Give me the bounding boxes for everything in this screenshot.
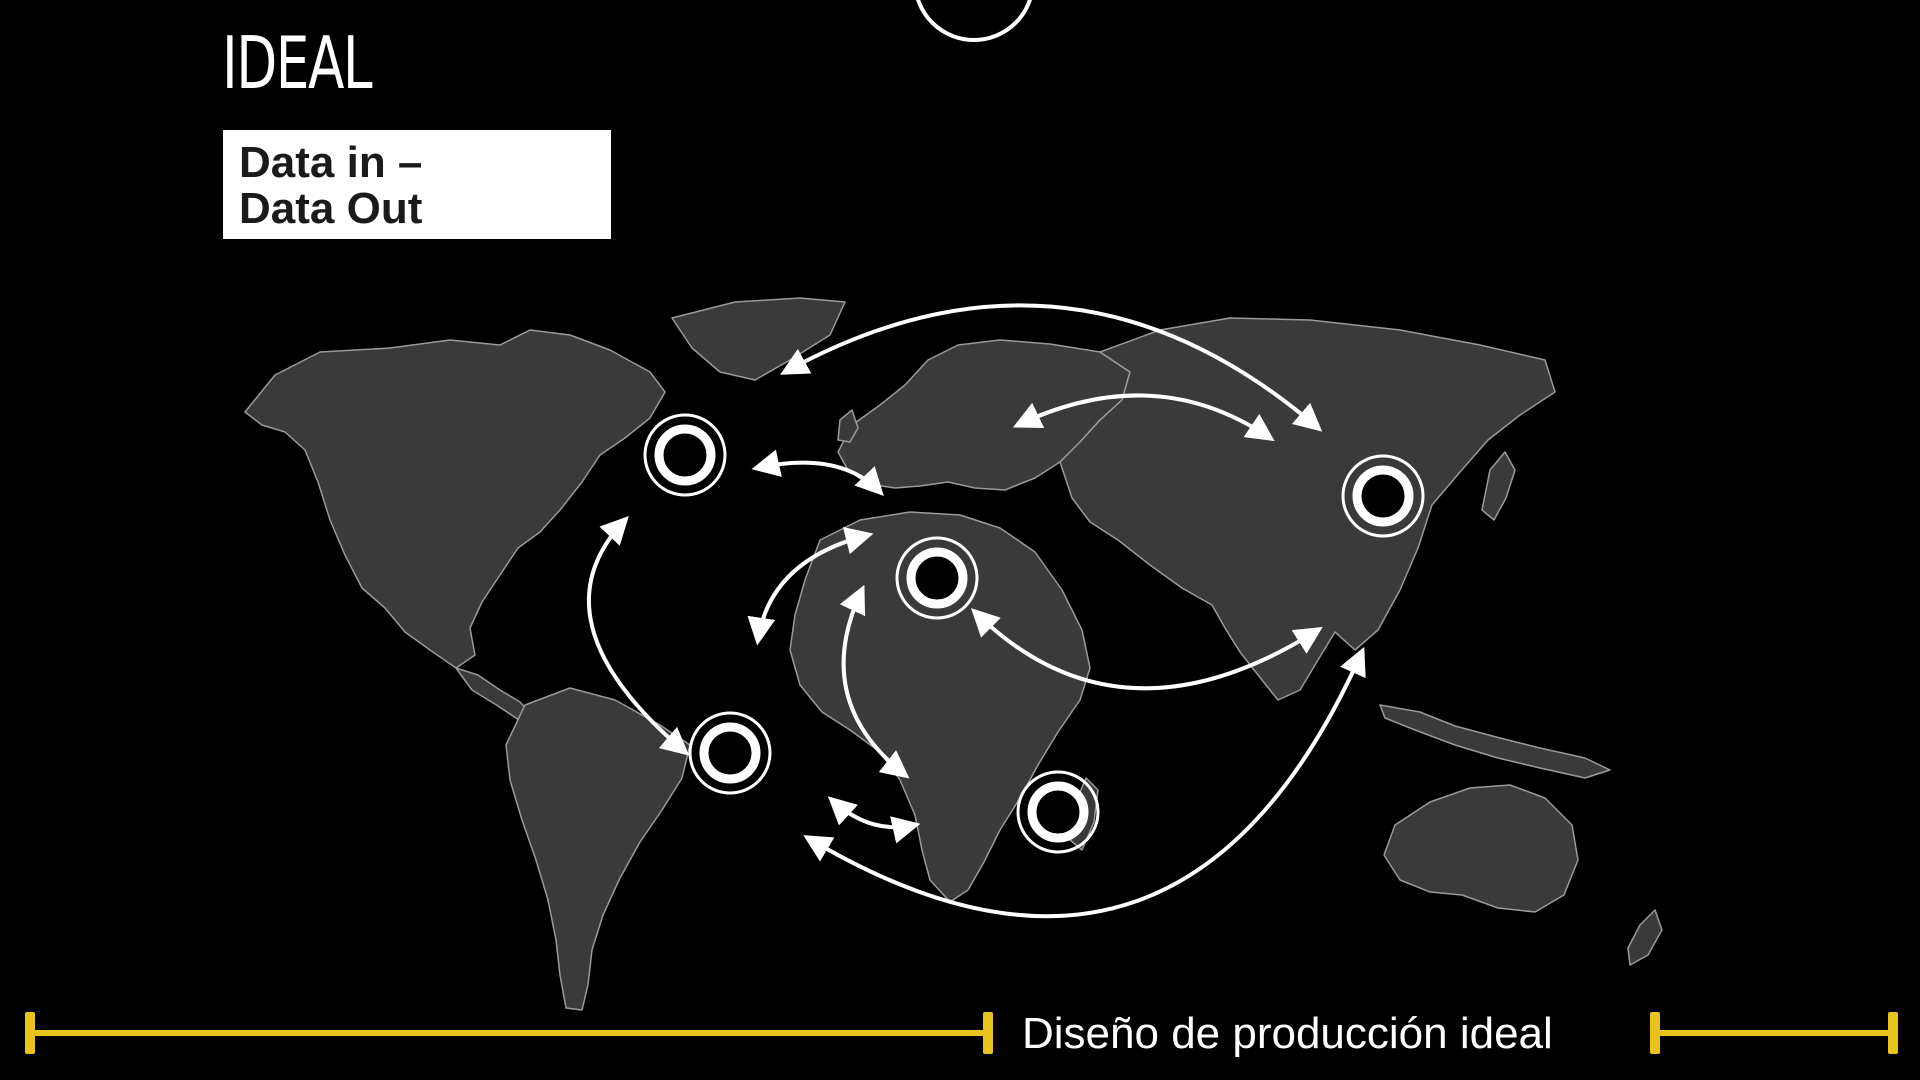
arrow-northamerica-southamerica [586, 515, 690, 756]
indonesia-islands [1379, 704, 1611, 779]
arrow-europe-eastasia-arc [780, 303, 1323, 432]
hubs [643, 413, 1425, 854]
hub-north-africa-ring-hub-icon [895, 536, 979, 620]
hub-east-asia-ring-hub-icon [1341, 454, 1425, 538]
left-rule [25, 1030, 993, 1036]
arrow-southatlantic-short [827, 796, 921, 844]
hub-southern-africa-ring-hub-icon [1016, 770, 1100, 854]
greenland-landmass [671, 297, 846, 381]
hub-south-america-ring-hub-icon [688, 711, 772, 795]
badge-line-1: Data in – [239, 138, 423, 187]
japan-islands [1481, 451, 1516, 521]
arrow-northamerica-europe [751, 449, 884, 497]
arrow-southatlantic-eastasia-arc [803, 646, 1366, 919]
left-rule-end-cap [983, 1012, 993, 1054]
south-america-landmass [505, 687, 691, 1011]
arrow-europe-asia [1012, 393, 1275, 442]
slide-title: IDEAL [222, 21, 373, 105]
data-in-data-out-badge: Data in – Data Out [223, 130, 611, 239]
footer-caption: Diseño de producción ideal [1022, 1009, 1553, 1058]
badge-line-2: Data Out [239, 184, 423, 233]
right-rule [1650, 1030, 1898, 1036]
australia-landmass [1383, 784, 1579, 913]
hub-north-america-ring-hub-icon [643, 413, 727, 497]
north-america-landmass [244, 329, 666, 669]
new-zealand-landmass [1627, 909, 1663, 966]
footer-bar: Diseño de producción ideal [0, 1000, 1920, 1066]
right-rule-end-cap [1888, 1012, 1898, 1054]
connection-arrows [586, 303, 1366, 919]
arrow-atlantic-northafrica [747, 526, 874, 646]
asia-landmass [1059, 317, 1556, 701]
